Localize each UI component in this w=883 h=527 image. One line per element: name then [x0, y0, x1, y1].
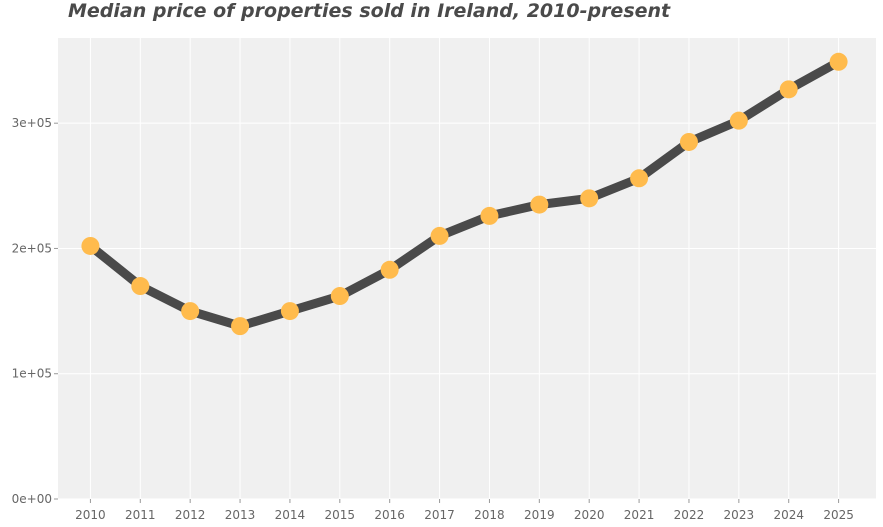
x-tick-label: 2020 [574, 508, 605, 522]
x-tick-label: 2025 [823, 508, 854, 522]
chart-title: Median price of properties sold in Irela… [68, 0, 671, 22]
y-tick-label: 3e+05 [12, 116, 52, 130]
data-point [530, 195, 549, 214]
x-tick-label: 2019 [524, 508, 555, 522]
data-point [729, 111, 748, 130]
data-point [480, 206, 499, 225]
x-tick-label: 2022 [674, 508, 705, 522]
data-point [580, 189, 599, 208]
x-tick-label: 2013 [225, 508, 256, 522]
series-layer [81, 52, 848, 336]
data-point [430, 226, 449, 245]
x-tick-label: 2011 [125, 508, 156, 522]
data-point [330, 287, 349, 306]
x-tick-label: 2021 [624, 508, 655, 522]
x-tick-label: 2012 [175, 508, 206, 522]
data-point [630, 169, 649, 188]
y-tick-label: 0e+00 [12, 492, 52, 506]
y-tick-label: 2e+05 [12, 241, 52, 255]
data-point [280, 302, 299, 321]
data-point [181, 302, 200, 321]
data-point [231, 317, 250, 336]
x-tick-label: 2023 [724, 508, 755, 522]
data-point [779, 80, 798, 99]
data-point [829, 52, 848, 71]
data-point [380, 260, 399, 279]
x-tick-label: 2010 [75, 508, 106, 522]
y-tick-label: 1e+05 [12, 367, 52, 381]
data-point [679, 132, 698, 151]
data-point [131, 277, 150, 296]
x-tick-label: 2024 [773, 508, 804, 522]
x-tick-label: 2016 [374, 508, 405, 522]
data-point [81, 236, 100, 255]
axes: 0e+00 1e+05 2e+05 3e+05 2010 2011 2012 2013 2014… [12, 116, 854, 522]
x-tick-label: 2018 [474, 508, 505, 522]
x-tick-label: 2017 [424, 508, 455, 522]
x-tick-label: 2014 [275, 508, 306, 522]
x-tick-label: 2015 [325, 508, 356, 522]
series-line [85, 57, 844, 331]
